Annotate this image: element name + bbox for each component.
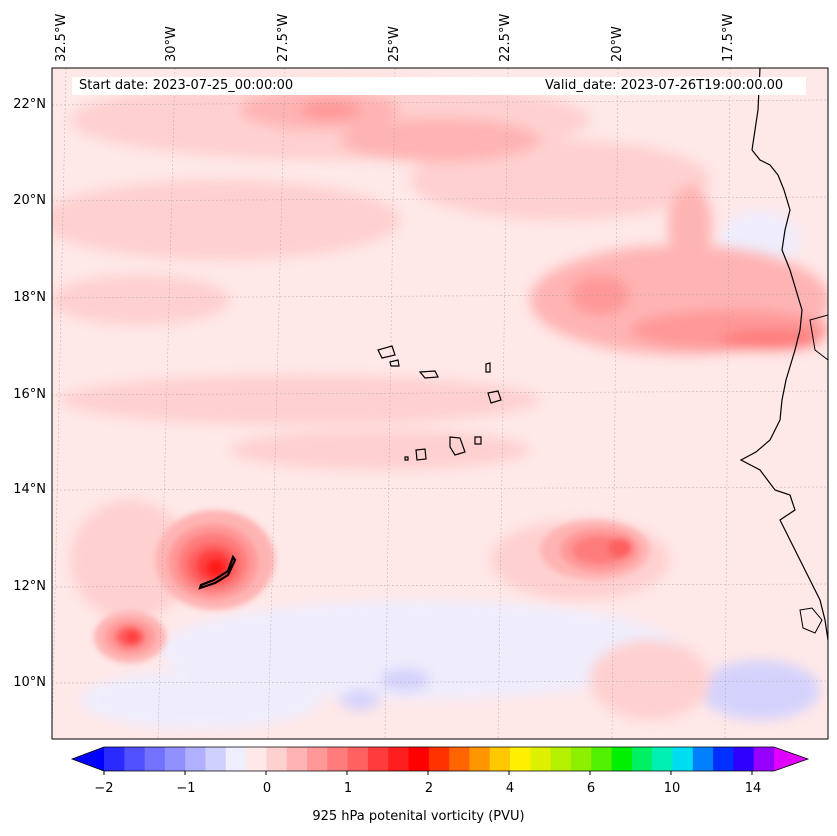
lat-label-5: 14°N xyxy=(13,482,46,497)
valid-date: Valid_date: 2023-07-26T19:00:00.00 xyxy=(545,78,784,93)
gridlines xyxy=(52,68,828,739)
colorbar-swatch xyxy=(652,747,674,771)
lon-label-5: 22.5°W xyxy=(498,13,513,62)
colorbar-swatch xyxy=(672,747,694,771)
lon-label-4: 25°W xyxy=(387,26,402,62)
colorbar-swatch xyxy=(104,747,125,771)
cb-tick-9: 14 xyxy=(744,781,762,796)
colorbar-swatch xyxy=(713,747,734,771)
colorbar-swatch xyxy=(449,747,471,771)
colorbar-swatch xyxy=(286,747,308,771)
colorbar xyxy=(70,746,810,775)
cb-tick-5: 2 xyxy=(424,781,434,796)
colorbar-swatch xyxy=(327,747,349,771)
colorbar-swatch xyxy=(570,747,592,771)
map-frame xyxy=(51,67,829,740)
cb-tick-8: 10 xyxy=(663,781,681,796)
colorbar-swatch xyxy=(266,747,288,771)
lat-label-4: 16°N xyxy=(13,387,46,402)
cb-tick-2: −1 xyxy=(176,781,196,796)
colorbar-swatch xyxy=(367,747,389,771)
colorbar-swatch xyxy=(388,747,410,771)
colorbar-swatch xyxy=(347,747,369,771)
cape-verde-islands xyxy=(198,345,502,590)
colorbar-swatch xyxy=(428,747,450,771)
lat-label-7: 10°N xyxy=(13,675,46,690)
colorbar-swatch xyxy=(185,747,207,771)
pv-field xyxy=(52,68,828,739)
colorbar-swatch xyxy=(307,747,328,771)
colorbar-label: 925 hPa potenital vorticity (PVU) xyxy=(312,809,525,824)
lon-label-2: 30°W xyxy=(164,26,179,62)
colorbar-swatch xyxy=(692,747,714,771)
colorbar-swatch xyxy=(408,747,430,771)
colorbar-min-arrow xyxy=(72,747,104,771)
colorbar-swatch xyxy=(205,747,227,771)
lat-label-1: 22°N xyxy=(13,97,46,112)
lon-label-1: 32.5°W xyxy=(54,13,69,62)
colorbar-swatch xyxy=(144,747,166,771)
lat-label-2: 20°N xyxy=(13,193,46,208)
lon-label-3: 27.5°W xyxy=(276,13,291,62)
colorbar-max-arrow xyxy=(774,747,808,771)
lat-label-3: 18°N xyxy=(13,290,46,305)
colorbar-swatch xyxy=(611,747,633,771)
colorbar-swatch xyxy=(733,747,755,771)
lon-label-7: 17.5°W xyxy=(721,13,736,62)
start-date: Start date: 2023-07-25_00:00:00 xyxy=(79,78,294,93)
colorbar-swatch xyxy=(753,747,775,771)
africa-coastline xyxy=(739,68,828,641)
colorbar-swatch xyxy=(510,747,531,771)
colorbar-swatch xyxy=(225,747,247,771)
colorbar-swatch xyxy=(124,747,146,771)
colorbar-swatch xyxy=(631,747,653,771)
cb-tick-4: 1 xyxy=(343,781,353,796)
lat-label-6: 12°N xyxy=(13,579,46,594)
cb-tick-1: −2 xyxy=(94,781,114,796)
colorbar-swatch xyxy=(550,747,572,771)
lon-label-6: 20°W xyxy=(610,26,625,62)
colorbar-swatch xyxy=(489,747,511,771)
header-bar xyxy=(72,77,806,95)
cb-tick-3: 0 xyxy=(262,781,272,796)
colorbar-swatch xyxy=(591,747,613,771)
colorbar-swatch xyxy=(530,747,552,771)
colorbar-swatch xyxy=(246,747,268,771)
cb-tick-6: 4 xyxy=(505,781,515,796)
colorbar-swatch xyxy=(469,747,491,771)
cb-tick-7: 6 xyxy=(586,781,596,796)
colorbar-swatch xyxy=(164,747,186,771)
